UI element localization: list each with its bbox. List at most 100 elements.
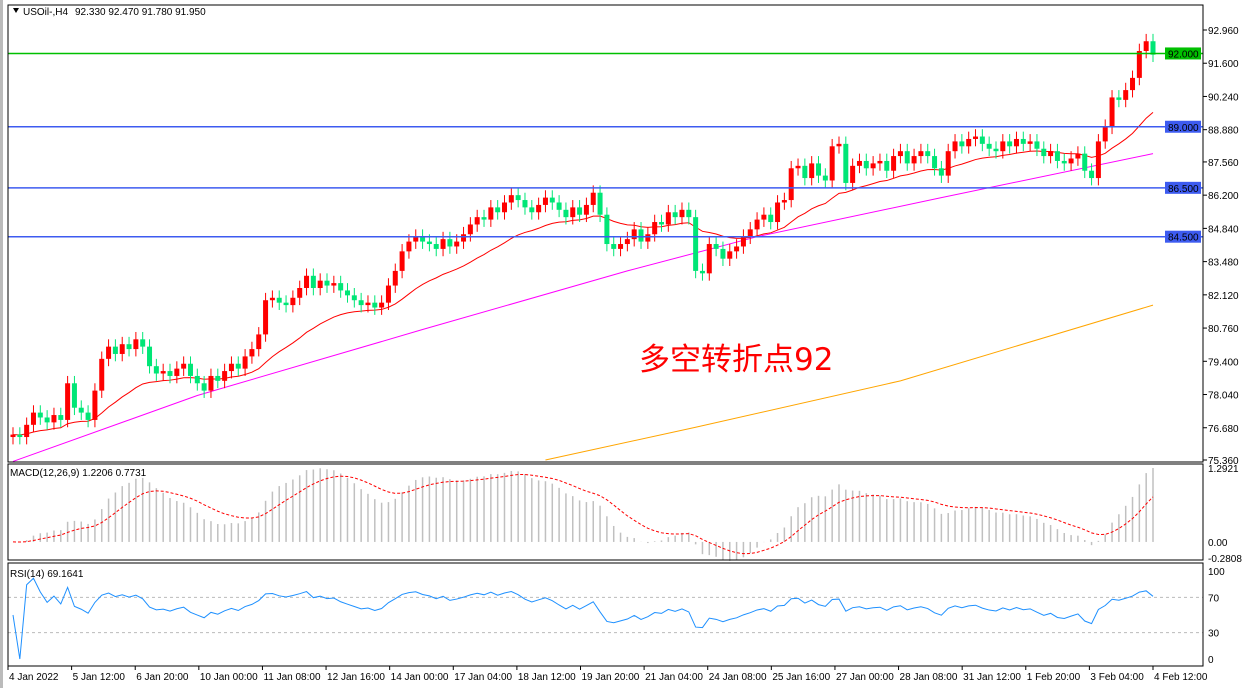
y-tick-label: 83.480 <box>1208 258 1239 269</box>
x-tick-label: 4 Jan 2022 <box>9 672 59 683</box>
candle-body <box>1116 97 1122 100</box>
candle-body <box>420 236 426 242</box>
y-tick-label: 82.120 <box>1208 291 1239 302</box>
ma-slow-line <box>545 304 1154 461</box>
candle-body <box>24 424 30 438</box>
level-tag-label: 89.000 <box>1168 123 1199 134</box>
candle-body <box>215 375 221 381</box>
candle-body <box>850 165 856 183</box>
candle-body <box>351 295 357 301</box>
candle-body <box>344 290 350 296</box>
candle-body <box>816 163 822 176</box>
candle-body <box>1095 141 1101 179</box>
x-tick-label: 4 Feb 12:00 <box>1154 672 1208 683</box>
candle-body <box>938 168 944 176</box>
candle-body <box>809 163 815 179</box>
candle-body <box>611 244 617 249</box>
candle-body <box>1109 97 1115 127</box>
candle-body <box>754 219 760 230</box>
candle-body <box>194 375 200 384</box>
candle-body <box>822 175 828 181</box>
candle-body <box>324 280 330 286</box>
candle-body <box>228 363 234 372</box>
candle-body <box>1013 138 1019 147</box>
candle-body <box>945 151 951 176</box>
candle-body <box>734 246 740 252</box>
candle-body <box>659 222 665 225</box>
x-tick-label: 12 Jan 16:00 <box>327 672 385 683</box>
ma-fast-line <box>12 112 1154 436</box>
candle-body <box>549 197 555 203</box>
candle-body <box>365 302 371 306</box>
candle-body <box>495 207 501 213</box>
candle-body <box>256 334 262 350</box>
panel-border-2 <box>7 562 1204 667</box>
candle-body <box>140 339 146 347</box>
y-tick-label: 84.840 <box>1208 224 1239 235</box>
candle-body <box>686 209 692 218</box>
candle-body <box>126 344 132 350</box>
candle-body <box>986 143 992 149</box>
candle-body <box>570 207 576 218</box>
x-tick-label: 24 Jan 08:00 <box>709 672 767 683</box>
candle-body <box>1054 151 1060 161</box>
candle-body <box>1150 41 1156 55</box>
candle-body <box>563 209 569 218</box>
candle-body <box>522 200 528 208</box>
level-tag-label: 86.500 <box>1168 184 1199 195</box>
candle-body <box>973 136 979 139</box>
x-tick-label: 31 Jan 12:00 <box>963 672 1021 683</box>
y-tick-label: 88.880 <box>1208 126 1239 137</box>
candle-body <box>843 143 849 183</box>
chart-canvas[interactable]: 92.000 89.000 86.500 84.500 92.960 91.600 90.… <box>3 0 1242 688</box>
candle-body <box>1136 51 1142 78</box>
candle-body <box>863 160 869 169</box>
x-tick-label: 11 Jan 08:00 <box>263 672 321 683</box>
candle-body <box>92 390 98 420</box>
candle-body <box>856 160 862 166</box>
candle-body <box>37 412 43 418</box>
candle-body <box>1041 148 1047 157</box>
candle-body <box>208 375 214 391</box>
candle-body <box>583 204 589 215</box>
candle-body <box>447 239 453 247</box>
candle-body <box>829 146 835 181</box>
candle-body <box>71 383 77 408</box>
candle-body <box>788 168 794 201</box>
candle-body <box>672 212 678 218</box>
rsi-y-tick-label: 70 <box>1208 593 1220 604</box>
axes: 92.960 91.600 90.240 88.880 87.560 86.200 84.8… <box>7 4 1242 683</box>
candle-body <box>78 407 84 413</box>
candle-body <box>993 148 999 152</box>
symbol-label: USOil-,H4 <box>23 7 68 18</box>
candle-body <box>440 239 446 249</box>
candle-body <box>406 241 412 252</box>
macd-y-tick-label: 1.2921 <box>1208 464 1239 475</box>
candle-body <box>952 141 958 152</box>
collapse-triangle-icon[interactable] <box>13 8 19 13</box>
candle-body <box>297 288 303 298</box>
macd-signal-line <box>12 473 1154 555</box>
level-tag-label: 92.000 <box>1168 49 1199 60</box>
candle-body <box>106 346 112 359</box>
y-tick-label: 75.360 <box>1208 456 1239 467</box>
candle-body <box>1068 158 1074 164</box>
candle-body <box>133 339 139 350</box>
candle-body <box>1075 153 1081 159</box>
candle-body <box>1034 141 1040 149</box>
rsi-y-tick-label: 30 <box>1208 629 1220 640</box>
candle-body <box>624 239 630 245</box>
candle-body <box>918 151 924 157</box>
candle-body <box>740 236 746 247</box>
candle-body <box>775 202 781 223</box>
candle-body <box>426 241 432 245</box>
candle-body <box>112 346 118 354</box>
candle-body <box>897 151 903 157</box>
candle-body <box>235 363 241 369</box>
candle-body <box>1020 138 1026 144</box>
level-tag <box>1165 181 1201 194</box>
candle-body <box>536 204 542 213</box>
ohlc-label: 92.330 92.470 91.780 91.950 <box>75 7 206 18</box>
candle-body <box>761 214 767 220</box>
